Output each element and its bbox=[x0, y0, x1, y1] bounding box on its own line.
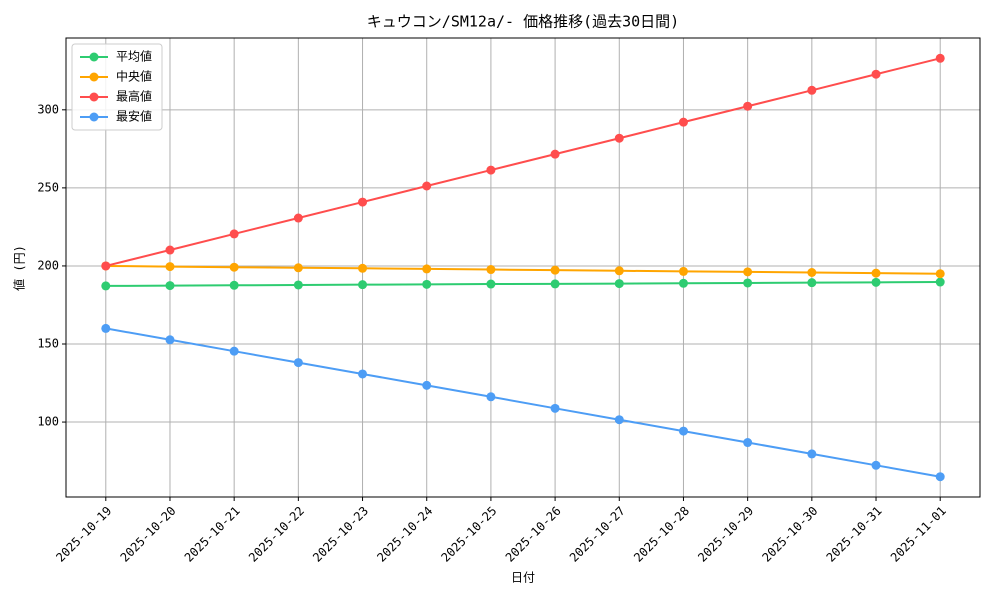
point bbox=[807, 278, 817, 288]
x-tick-label: 2025-10-19 bbox=[53, 504, 114, 565]
point bbox=[743, 101, 753, 111]
point bbox=[358, 197, 368, 207]
point bbox=[678, 426, 688, 436]
legend-label: 最高値 bbox=[116, 89, 152, 104]
plot-frame bbox=[65, 37, 981, 498]
point bbox=[743, 278, 753, 288]
line bbox=[105, 281, 941, 287]
point bbox=[422, 181, 432, 191]
point bbox=[486, 279, 496, 289]
x-tick-label: 2025-10-24 bbox=[374, 504, 435, 565]
line bbox=[105, 57, 941, 267]
point bbox=[293, 358, 303, 368]
point bbox=[358, 280, 368, 290]
x-tick-label: 2025-10-23 bbox=[310, 504, 371, 565]
point bbox=[935, 277, 945, 287]
point bbox=[229, 229, 239, 239]
x-tick-label: 2025-10-28 bbox=[631, 504, 692, 565]
y-tick-label: 200 bbox=[37, 258, 59, 272]
point bbox=[614, 133, 624, 143]
point bbox=[486, 265, 496, 275]
point bbox=[550, 403, 560, 413]
point bbox=[743, 438, 753, 448]
point bbox=[614, 415, 624, 425]
point bbox=[293, 280, 303, 290]
legend-marker bbox=[89, 52, 99, 62]
y-tick-label: 300 bbox=[37, 102, 59, 116]
legend-marker bbox=[89, 112, 99, 122]
point bbox=[101, 261, 111, 271]
point bbox=[678, 117, 688, 127]
x-tick-label: 2025-10-20 bbox=[118, 504, 179, 565]
point bbox=[678, 278, 688, 288]
line bbox=[105, 327, 941, 478]
y-tick-label: 250 bbox=[37, 180, 59, 194]
x-tick-label: 2025-10-31 bbox=[824, 504, 885, 565]
legend-label: 中央値 bbox=[116, 69, 152, 84]
point bbox=[486, 165, 496, 175]
point bbox=[871, 69, 881, 79]
point bbox=[678, 266, 688, 276]
point bbox=[422, 279, 432, 289]
point bbox=[550, 265, 560, 275]
chart-title: キュウコン/SM12a/- 価格推移(過去30日間) bbox=[367, 13, 679, 31]
x-tick-label: 2025-10-21 bbox=[182, 504, 243, 565]
point bbox=[871, 277, 881, 287]
point bbox=[935, 53, 945, 63]
line bbox=[105, 264, 941, 275]
x-tick-label: 2025-11-01 bbox=[888, 504, 949, 565]
legend-marker bbox=[89, 92, 99, 102]
point bbox=[422, 380, 432, 390]
point bbox=[422, 264, 432, 274]
point bbox=[935, 472, 945, 482]
point bbox=[550, 149, 560, 159]
point bbox=[229, 262, 239, 272]
x-tick-label: 2025-10-30 bbox=[759, 504, 820, 565]
x-tick-label: 2025-10-22 bbox=[246, 504, 307, 565]
y-tick-label: 100 bbox=[37, 415, 59, 429]
x-tick-label: 2025-10-29 bbox=[695, 504, 756, 565]
x-tick-label: 2025-10-26 bbox=[503, 504, 564, 565]
point bbox=[165, 335, 175, 345]
point bbox=[743, 267, 753, 277]
point bbox=[807, 267, 817, 277]
x-tick-label: 2025-10-27 bbox=[567, 504, 628, 565]
point bbox=[293, 263, 303, 273]
point bbox=[358, 263, 368, 273]
point bbox=[229, 280, 239, 290]
point bbox=[101, 281, 111, 291]
point bbox=[807, 85, 817, 95]
legend-box bbox=[71, 43, 163, 131]
legend-label: 平均値 bbox=[116, 49, 152, 64]
point bbox=[550, 279, 560, 289]
point bbox=[871, 268, 881, 278]
x-axis-label: 日付 bbox=[511, 571, 535, 585]
x-tick-label: 2025-10-25 bbox=[439, 504, 500, 565]
point bbox=[165, 262, 175, 272]
point bbox=[358, 369, 368, 379]
point bbox=[293, 213, 303, 223]
legend-marker bbox=[89, 72, 99, 82]
point bbox=[101, 323, 111, 333]
point bbox=[614, 279, 624, 289]
y-axis-label: 値 (円) bbox=[12, 245, 27, 291]
point bbox=[807, 449, 817, 459]
point bbox=[165, 245, 175, 255]
legend-label: 最安値 bbox=[116, 109, 152, 124]
point bbox=[614, 266, 624, 276]
point bbox=[165, 281, 175, 291]
point bbox=[935, 269, 945, 279]
y-tick-label: 150 bbox=[37, 337, 59, 351]
point bbox=[229, 346, 239, 356]
point bbox=[486, 392, 496, 402]
point bbox=[871, 460, 881, 470]
